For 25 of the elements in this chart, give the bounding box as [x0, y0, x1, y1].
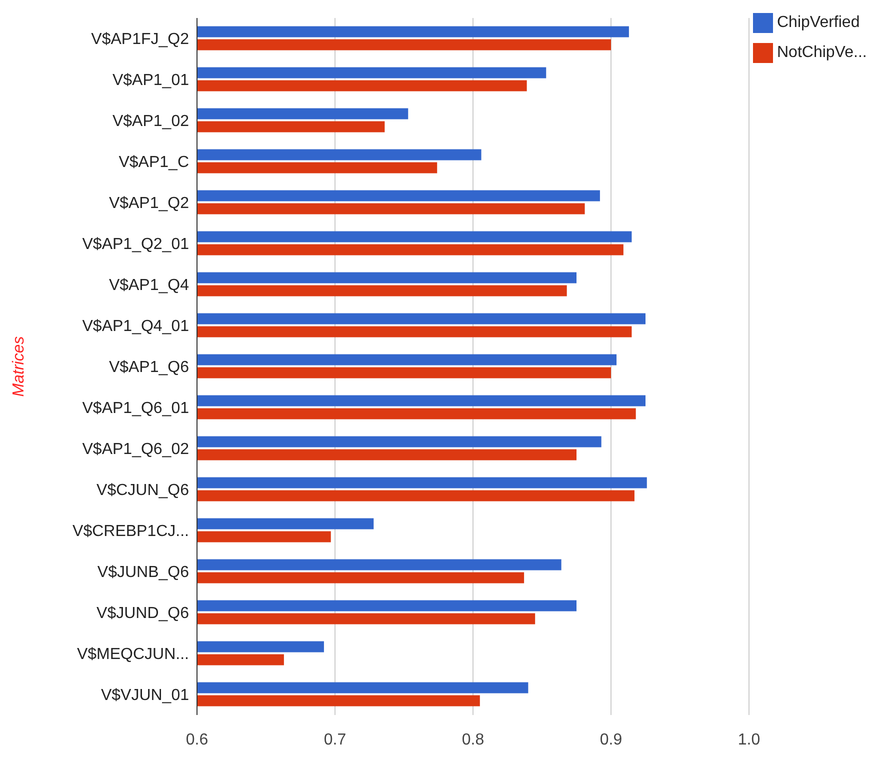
- y-tick-label: V$AP1_Q6_02: [82, 441, 190, 458]
- y-tick-label: V$AP1FJ_Q2: [91, 31, 190, 48]
- y-tick-label: V$AP1_01: [112, 72, 190, 90]
- x-tick-label: 0.9: [600, 731, 622, 748]
- y-tick-label: V$AP1_C: [118, 154, 189, 172]
- y-tick-label: V$AP1_Q4_01: [82, 318, 190, 336]
- y-tick-label: V$MEQCJUN...: [76, 646, 189, 664]
- legend-label: NotChipVe...: [777, 44, 867, 61]
- x-tick-label: 0.6: [186, 731, 208, 748]
- x-tick-label: 1.0: [738, 731, 760, 748]
- y-tick-label: V$CREBP1CJ...: [72, 523, 189, 540]
- y-tick-label: V$AP1_02: [112, 113, 190, 130]
- legend-label: ChipVerfied: [777, 14, 860, 31]
- y-tick-label: V$CJUN_Q6: [96, 482, 190, 500]
- y-tick-label: V$AP1_Q4: [108, 277, 190, 294]
- y-axis-title: Matrices: [10, 336, 28, 397]
- x-tick-label: 0.8: [462, 731, 484, 748]
- y-tick-label: V$AP1_Q6_01: [82, 400, 190, 418]
- y-tick-label: V$AP1_Q2_01: [82, 236, 190, 254]
- y-tick-label: V$AP1_Q2: [108, 195, 190, 212]
- y-tick-label: V$JUND_Q6: [96, 605, 190, 622]
- x-tick-label: 0.7: [324, 731, 346, 748]
- y-tick-label: V$JUNB_Q6: [97, 564, 190, 582]
- y-tick-label: V$AP1_Q6: [108, 359, 190, 376]
- y-tick-label: V$VJUN_01: [100, 687, 190, 704]
